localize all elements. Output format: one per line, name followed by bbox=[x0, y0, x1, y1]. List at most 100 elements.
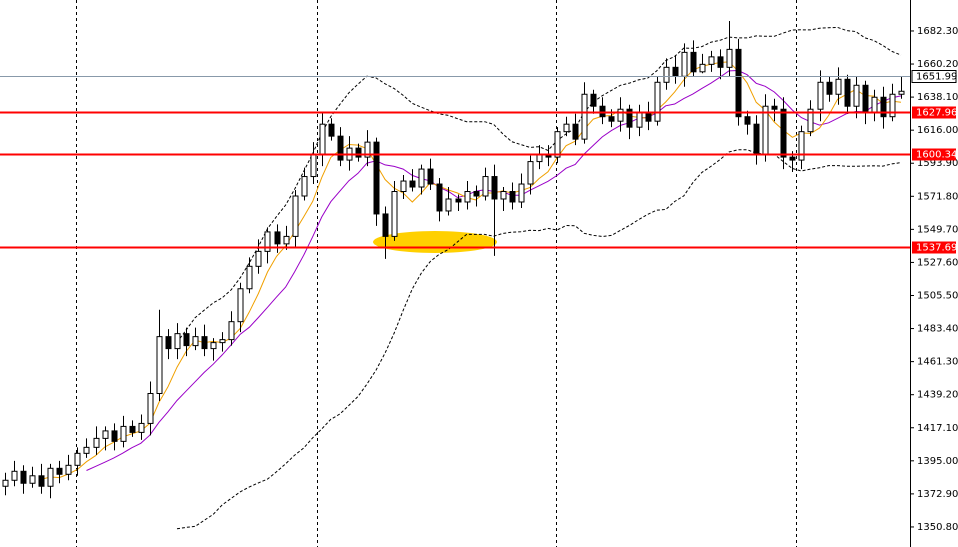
candle-body bbox=[780, 108, 787, 158]
candle-body bbox=[735, 48, 742, 118]
candle-body bbox=[898, 90, 905, 95]
candle-body bbox=[319, 123, 326, 155]
candle-body bbox=[853, 84, 860, 107]
candle-body bbox=[708, 56, 715, 65]
candle-body bbox=[617, 108, 624, 122]
candle-body bbox=[789, 156, 796, 161]
candle-body bbox=[120, 425, 127, 442]
candle-body bbox=[310, 153, 317, 178]
candle-body bbox=[464, 191, 471, 203]
y-tick-label: 1549.70 bbox=[917, 224, 958, 235]
candle-body bbox=[681, 51, 688, 77]
candle-body bbox=[337, 135, 344, 161]
price-label-box bbox=[911, 70, 957, 83]
candle-body bbox=[826, 81, 833, 95]
candle-body bbox=[382, 213, 389, 237]
candle-body bbox=[663, 66, 670, 83]
candle-body bbox=[436, 183, 443, 212]
level-label-box bbox=[912, 148, 956, 161]
price-label: 1651.99 bbox=[916, 72, 957, 83]
candle-body bbox=[871, 96, 878, 113]
level-label-box bbox=[912, 106, 956, 119]
y-tick-label: 1527.60 bbox=[917, 257, 958, 268]
candle-body bbox=[690, 51, 697, 73]
candle-body bbox=[409, 180, 416, 188]
y-tick-label: 1350.80 bbox=[917, 522, 958, 533]
y-tick-label: 1505.50 bbox=[917, 290, 958, 301]
candle-body bbox=[83, 446, 90, 454]
y-tick-label: 1372.90 bbox=[917, 489, 958, 500]
level-label: 1600.34 bbox=[916, 150, 957, 161]
candle-body bbox=[563, 123, 570, 133]
candle-body bbox=[165, 336, 172, 350]
candle-body bbox=[264, 231, 271, 252]
candle-body bbox=[373, 141, 380, 215]
candle-body bbox=[2, 479, 9, 487]
candle-body bbox=[228, 321, 235, 341]
y-tick-label: 1461.30 bbox=[917, 357, 958, 368]
y-tick-label: 1571.80 bbox=[917, 191, 958, 202]
candle-body bbox=[482, 176, 489, 197]
candle-body bbox=[798, 131, 805, 161]
candle-body bbox=[807, 108, 814, 133]
candle-body bbox=[699, 63, 706, 73]
candle-body bbox=[20, 470, 27, 484]
candle-body bbox=[237, 288, 244, 323]
candle-body bbox=[645, 111, 652, 122]
candle-body bbox=[93, 437, 100, 448]
candle-body bbox=[183, 333, 190, 347]
candle-body bbox=[599, 105, 606, 118]
y-tick-label: 1638.10 bbox=[917, 92, 958, 103]
candle-body bbox=[862, 84, 869, 113]
level-label-box bbox=[912, 241, 956, 254]
bollinger-lower bbox=[176, 149, 902, 530]
candle-body bbox=[47, 467, 54, 487]
candle-body bbox=[491, 176, 498, 200]
candle-body bbox=[74, 452, 81, 466]
candle-body bbox=[147, 392, 154, 424]
candle-body bbox=[835, 78, 842, 95]
candle-body bbox=[817, 81, 824, 110]
candle-body bbox=[590, 93, 597, 107]
candle-body bbox=[246, 265, 253, 290]
candle-body bbox=[11, 470, 18, 481]
candle-body bbox=[192, 336, 199, 347]
candle-body bbox=[29, 475, 36, 484]
y-tick-label: 1593.90 bbox=[917, 158, 958, 169]
candle-body bbox=[364, 141, 371, 158]
candle-body bbox=[608, 116, 615, 122]
candle-body bbox=[210, 342, 217, 350]
y-tick-label: 1616.00 bbox=[917, 125, 958, 136]
candle-body bbox=[626, 108, 633, 128]
level-label: 1537.69 bbox=[916, 243, 957, 254]
candle-body bbox=[572, 123, 579, 140]
candle-body bbox=[292, 195, 299, 237]
candle-body bbox=[427, 168, 434, 185]
moving-average-fast bbox=[41, 61, 902, 480]
candle-body bbox=[889, 93, 896, 118]
candle-body bbox=[418, 168, 425, 188]
candle-body bbox=[771, 105, 778, 110]
candle-body bbox=[301, 176, 308, 197]
candle-body bbox=[174, 333, 181, 350]
candle-body bbox=[554, 131, 561, 158]
candle-body bbox=[445, 198, 452, 212]
candle-body bbox=[455, 198, 462, 203]
candle-body bbox=[744, 116, 751, 125]
candle-body bbox=[880, 96, 887, 118]
candle-body bbox=[391, 191, 398, 237]
candle-body bbox=[138, 422, 145, 433]
candle-body bbox=[500, 191, 507, 200]
candle-body bbox=[102, 430, 109, 439]
candle-body bbox=[38, 475, 45, 487]
vertical-separators bbox=[76, 0, 797, 547]
y-tick-label: 1395.00 bbox=[917, 456, 958, 467]
candle-body bbox=[518, 183, 525, 203]
y-tick-label: 1682.30 bbox=[917, 26, 958, 37]
level-label: 1627.96 bbox=[916, 108, 957, 119]
candle-body bbox=[400, 180, 407, 193]
candle-body bbox=[672, 66, 679, 77]
candle-body bbox=[283, 235, 290, 245]
